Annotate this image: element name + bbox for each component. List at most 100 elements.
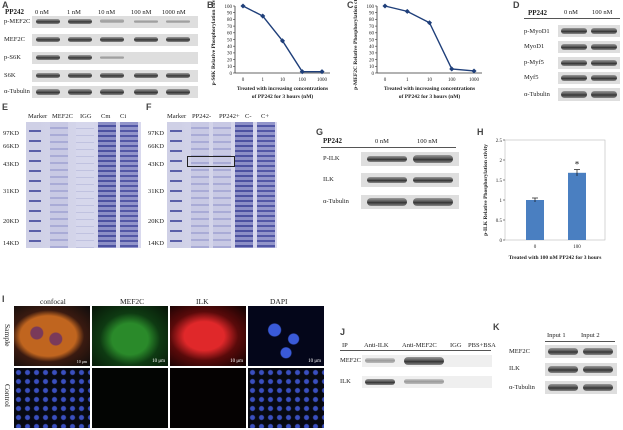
gel-marker-label: 31KD: [148, 188, 164, 195]
y-tick-label: 100: [225, 5, 233, 10]
data-point: [426, 20, 433, 26]
panel-d-row-label: p-Myf5: [524, 59, 544, 66]
panel-a-row-label: MEF2C: [4, 36, 25, 43]
micro-col-label: confocal: [40, 297, 66, 306]
blot-strip: [361, 195, 459, 209]
x-tick-label: 1: [406, 78, 409, 83]
blot-strip: [361, 173, 459, 187]
panel-a-row-label: α-Tubulin: [4, 88, 30, 95]
x-tick-label: 100: [448, 78, 456, 83]
panel-label-f: F: [146, 102, 152, 112]
panel-j-col-label: IGG: [450, 342, 462, 349]
y-tick-label: 70: [227, 25, 233, 30]
y-axis-label: p-S6K Relative Phosphorylation ctivity: [211, 0, 217, 85]
blot-strip: [32, 70, 198, 82]
bar: [568, 172, 586, 240]
y-tick-label: 40: [227, 45, 233, 50]
micro-control-confocal: [14, 368, 90, 428]
x-tick-label: 1000: [317, 78, 328, 83]
micro-control-ilk: [170, 368, 246, 428]
y-tick-label: 50: [227, 38, 233, 43]
y-tick-label: 30: [369, 52, 375, 57]
blot-strip: [32, 16, 198, 28]
gel-lane-label: PP242+: [219, 113, 240, 120]
panel-g-header: PP242: [323, 137, 343, 145]
panel-j-col-label: Anti-ILK: [364, 342, 389, 349]
panel-g-row-label: P-ILK: [323, 155, 340, 162]
y-tick-label: 1: [500, 199, 503, 204]
gel-marker-label: 14KD: [148, 240, 164, 247]
x-tick-label: 1: [262, 78, 265, 83]
micro-sample-ilk: 10 μm: [170, 306, 246, 366]
panel-label-j: J: [340, 327, 346, 337]
x-tick-label: 1000: [469, 78, 480, 83]
panel-a-header: PP242: [5, 8, 25, 16]
panel-label-b: B: [207, 0, 214, 10]
micro-col-label: ILK: [196, 297, 209, 306]
gel-lane-label: Cm: [101, 113, 111, 120]
y-tick-label: 10: [227, 65, 233, 70]
y-tick-label: 0: [230, 72, 233, 77]
y-tick-label: 60: [369, 32, 375, 37]
x-axis-label: of PP242 for 3 hours (nM): [252, 93, 314, 100]
x-axis-label: Treated with increasing concentrations: [384, 86, 475, 92]
scale-bar-label: 10 μm: [76, 359, 87, 364]
blot-strip: [558, 41, 620, 53]
y-tick-label: 20: [369, 58, 375, 63]
panel-j-col-label: Anti-MEF2C: [402, 342, 437, 349]
y-tick-label: 0: [372, 72, 375, 77]
panel-d-row-label: p-MyoD1: [524, 28, 550, 35]
gel-image: [26, 122, 141, 248]
gel-lane-label: C+: [261, 113, 270, 120]
panel-g-col-label: 100 nM: [417, 138, 438, 145]
panel-e-coomassie-gel: Marker MEF2C IGG Cm Ci 97KD 66KD 43KD 31…: [0, 110, 145, 250]
panel-f-coomassie-gel: Marker PP242- PP242+ C- C+ 97KD 66KD 43K…: [145, 110, 310, 250]
panel-a-col-label: 0 nM: [35, 9, 49, 16]
panel-label-g: G: [316, 127, 324, 137]
gel-marker-label: 20KD: [3, 218, 19, 225]
panel-label-i: I: [2, 294, 5, 304]
panel-k-row-label: α-Tubulin: [509, 384, 535, 391]
gel-marker-label: 66KD: [148, 143, 164, 150]
panel-d-col-label: 0 nM: [564, 9, 578, 16]
blot-strip: [558, 25, 620, 37]
y-tick-label: 80: [369, 18, 375, 23]
scale-bar-label: 10 μm: [230, 359, 243, 364]
gel-lane-label: PP242-: [192, 113, 212, 120]
panel-label-e: E: [2, 102, 9, 112]
micro-col-label: MEF2C: [120, 297, 145, 306]
y-tick-label: 20: [227, 58, 233, 63]
y-tick-label: 10: [369, 65, 375, 70]
gel-marker-label: 31KD: [3, 188, 19, 195]
micro-col-label: DAPI: [270, 297, 288, 306]
x-tick-label: 0: [242, 78, 245, 83]
y-tick-label: 70: [369, 25, 375, 30]
y-tick-label: 0: [500, 239, 503, 244]
data-point: [449, 66, 455, 72]
micro-row-label: Sample: [3, 324, 12, 347]
panel-g-row-label: α-Tubulin: [323, 198, 349, 205]
blot-strip: [362, 355, 492, 367]
blot-strip: [558, 57, 620, 69]
x-tick-label: 10: [280, 78, 286, 83]
panel-a-col-label: 10 nM: [98, 9, 116, 16]
micro-sample-confocal: 10 μm: [14, 306, 90, 366]
x-axis-label: of PP242 for 3 hours (nM): [399, 93, 461, 100]
panel-a-row-label: p-S6K: [4, 54, 21, 61]
micro-row-label: Control: [3, 384, 12, 407]
micro-control-dapi: [248, 368, 324, 428]
y-axis-label: p-MEF2C Relative Phosphorylation ctivity: [353, 0, 359, 90]
blot-strip: [545, 345, 617, 358]
panel-i-microscopy: confocal MEF2C ILK DAPI Sample Control 1…: [0, 294, 335, 430]
y-axis-label: p-ILK Relative Phosphorylation ctivity: [483, 144, 489, 236]
y-tick-label: 80: [227, 18, 233, 23]
micro-sample-mef2c: 10 μm: [92, 306, 168, 366]
panel-label-a: A: [2, 0, 9, 10]
y-tick-label: 2.5: [496, 139, 503, 144]
data-point: [319, 69, 325, 75]
gel-marker-label: 20KD: [148, 218, 164, 225]
gel-marker-label: 97KD: [3, 130, 19, 137]
gel-lane-label: Ci: [120, 113, 127, 120]
blot-strip: [558, 72, 620, 84]
